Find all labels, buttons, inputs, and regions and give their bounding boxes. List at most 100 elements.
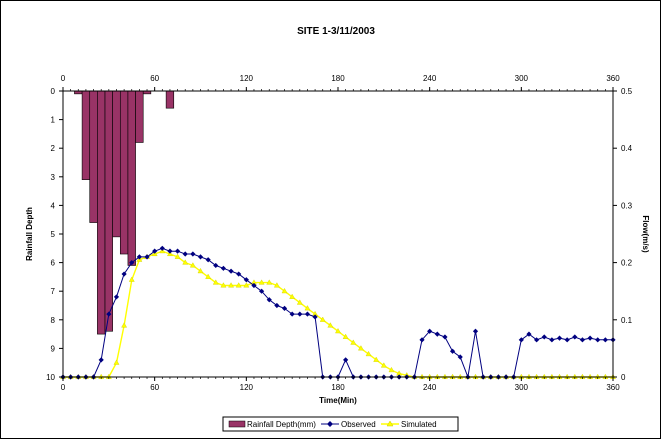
observed-point [587,335,593,341]
observed-point [182,251,188,257]
legend: Rainfall Depth(mm) Observed Simulated [222,416,459,432]
rain-bar [135,90,144,143]
simulated-point [205,273,212,279]
observed-point [236,271,242,277]
observed-point [297,311,303,317]
observed-point [442,334,448,340]
y-tick-label-left: 8 [51,316,56,325]
rain-bar [165,90,175,109]
observed-point [106,311,112,317]
observed-point [457,354,463,360]
y-tick-label-left: 1 [51,116,56,125]
simulated-line [63,250,613,378]
observed-point [190,251,196,257]
y-tick-label-right: 0.2 [621,259,633,268]
y-tick-label-right: 0 [621,373,626,382]
observed-point [304,311,311,317]
observed-point [129,260,135,266]
observed-point [98,357,104,363]
simulated-point [128,276,135,282]
legend-simulated-marker [386,420,394,427]
observed-point [174,248,181,254]
y-tick-label-left: 0 [51,87,56,96]
observed-point [419,337,425,343]
observed-point [220,265,227,271]
observed-point [343,357,349,363]
observed-point [197,254,204,260]
x-tick-label-bottom: 60 [150,383,159,392]
y-tick-label-left: 3 [51,173,56,182]
simulated-point [365,350,372,357]
y-tick-label-right: 0.4 [621,144,633,153]
x-tick-label-top: 0 [61,74,66,83]
simulated-point [342,333,349,339]
observed-point [312,314,318,320]
simulated-point [197,267,204,274]
rain-bar [97,90,106,335]
y-tick-label-left: 5 [51,230,56,239]
x-axis-label: Time(Min) [319,396,357,405]
observed-point [159,245,165,251]
simulated-point [327,322,334,328]
observed-point [152,248,158,254]
x-tick-label-top: 120 [240,74,254,83]
y-axis-label-left: Rainfall Depth [25,207,34,261]
observed-point [541,334,547,340]
observed-point [289,311,295,317]
observed-point [427,328,433,334]
y-tick-label-left: 4 [51,201,56,210]
simulated-point [350,339,357,345]
rain-bar [112,90,121,238]
observed-point [281,305,288,311]
simulated-point [212,279,219,285]
y-axis-label-right: Flow(m/s) [641,215,650,253]
x-tick-label-bottom: 180 [331,383,345,392]
simulated-point [113,359,120,365]
observed-point [449,348,456,354]
observed-point [144,254,150,260]
observed-line [63,247,613,379]
simulated-point [266,279,273,285]
simulated-point [273,282,280,288]
x-tick-label-bottom: 120 [240,383,254,392]
simulated-point [388,366,395,373]
simulated-point [289,293,296,299]
observed-point [205,257,211,263]
y-tick-label-right: 0.5 [621,87,633,96]
x-tick-label-top: 60 [150,74,159,83]
flow-lines [60,245,616,380]
rain-bar [127,90,136,266]
simulated-point [189,262,196,268]
x-tick-label-top: 360 [606,74,620,83]
simulated-point [174,253,181,259]
simulated-point [281,287,288,294]
rain-bar [89,90,98,223]
rainfall-bars [74,90,175,335]
observed-point [434,331,440,337]
x-tick-label-bottom: 0 [61,383,66,392]
simulated-point [235,282,242,288]
simulated-point [319,316,326,322]
rain-bar [104,90,113,332]
x-tick-label-top: 300 [515,74,529,83]
simulated-point [357,345,364,351]
observed-point [549,337,555,343]
observed-point [556,335,563,341]
observed-point [518,337,524,343]
simulated-point [220,282,227,288]
observed-point [534,337,540,343]
chart-title: SITE 1-3/11/2003 [297,26,375,37]
y-tick-label-left: 10 [46,373,55,382]
observed-point [472,328,479,334]
observed-point [579,337,586,343]
observed-point [167,248,173,254]
observed-point [243,277,249,283]
observed-point [266,297,272,303]
rain-bar [81,90,91,180]
observed-point [602,337,608,343]
observed-point [259,288,265,294]
axis-ticks: 0060601201201801802402403003003603600123… [46,74,633,392]
simulated-point [121,322,128,328]
